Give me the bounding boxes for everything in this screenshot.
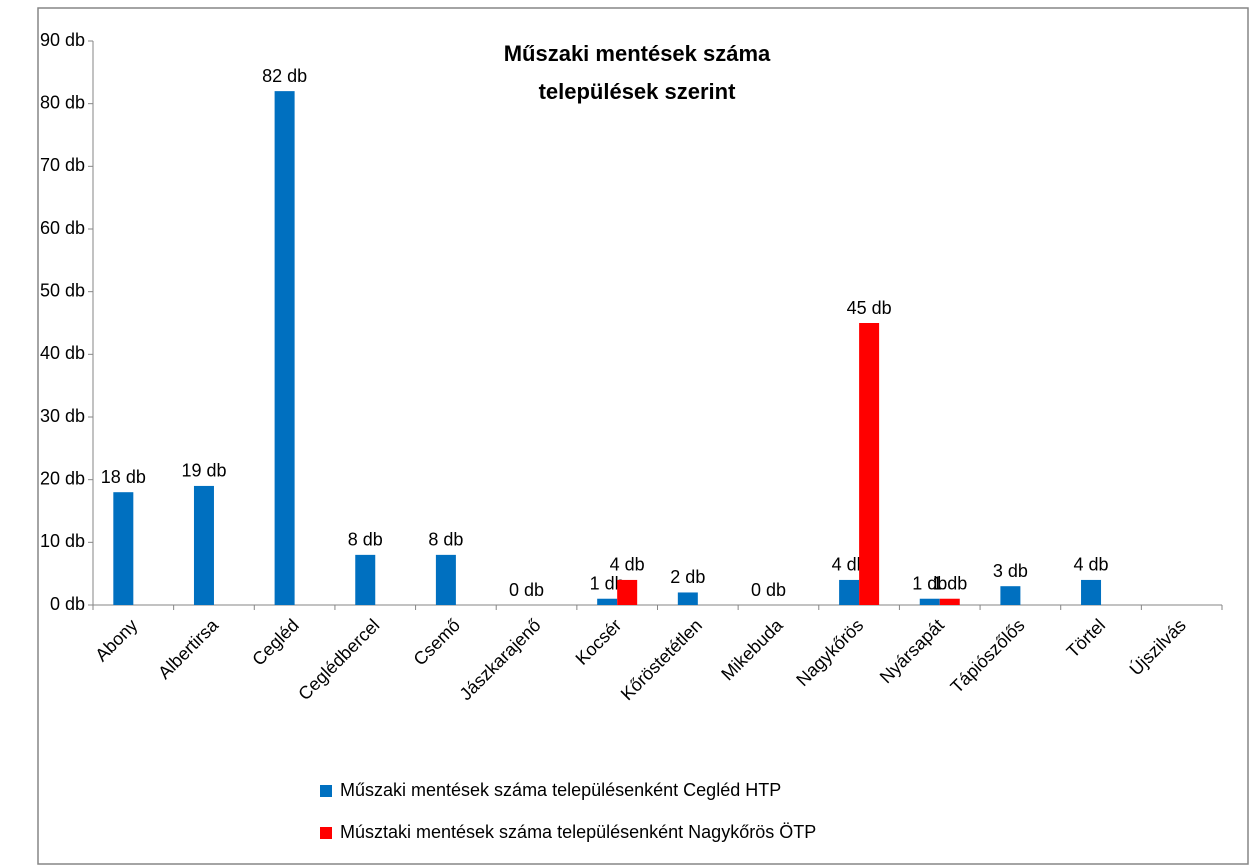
bar (677, 592, 698, 605)
y-tick-label: 50 db (40, 280, 85, 300)
data-label: 1 db (932, 573, 967, 593)
y-tick-label: 0 db (50, 594, 85, 614)
bar (355, 554, 376, 605)
chart-border (37, 7, 1249, 865)
bar (919, 598, 940, 605)
data-label: 19 db (181, 461, 226, 481)
chart-title: Műszaki mentések száma (504, 41, 771, 66)
data-label: 3 db (993, 561, 1028, 581)
legend-swatch (320, 785, 332, 797)
data-label: 8 db (348, 530, 383, 550)
bar (839, 579, 860, 605)
bar (274, 91, 295, 606)
data-label: 2 db (670, 567, 705, 587)
bar (113, 492, 134, 605)
data-label: 4 db (1074, 555, 1109, 575)
y-tick-label: 40 db (40, 343, 85, 363)
legend-label: Műszaki mentések száma településenként C… (340, 780, 781, 800)
data-label: 1 db (590, 573, 625, 593)
data-label: 0 db (751, 580, 786, 600)
y-tick-label: 90 db (40, 30, 85, 50)
data-label: 4 db (832, 555, 867, 575)
bar (859, 323, 880, 605)
data-label: 8 db (428, 530, 463, 550)
bar (1081, 579, 1102, 605)
y-tick-label: 80 db (40, 92, 85, 112)
data-label: 1 db (912, 573, 947, 593)
bar (435, 554, 456, 605)
data-label: 4 db (610, 555, 645, 575)
bar (597, 598, 618, 605)
bar (1000, 586, 1021, 605)
data-label: 82 db (262, 66, 307, 86)
y-tick-label: 10 db (40, 531, 85, 551)
chart-title: települések szerint (539, 79, 737, 104)
y-tick-label: 70 db (40, 155, 85, 175)
legend-swatch (320, 827, 332, 839)
y-tick-label: 60 db (40, 218, 85, 238)
bar (939, 598, 960, 605)
data-label: 0 db (509, 580, 544, 600)
y-tick-label: 30 db (40, 406, 85, 426)
legend-label: Músztaki mentések száma településenként … (340, 822, 816, 842)
y-tick-label: 20 db (40, 468, 85, 488)
data-label: 45 db (847, 298, 892, 318)
bar (193, 485, 214, 605)
data-label: 18 db (101, 467, 146, 487)
bar (617, 579, 638, 605)
